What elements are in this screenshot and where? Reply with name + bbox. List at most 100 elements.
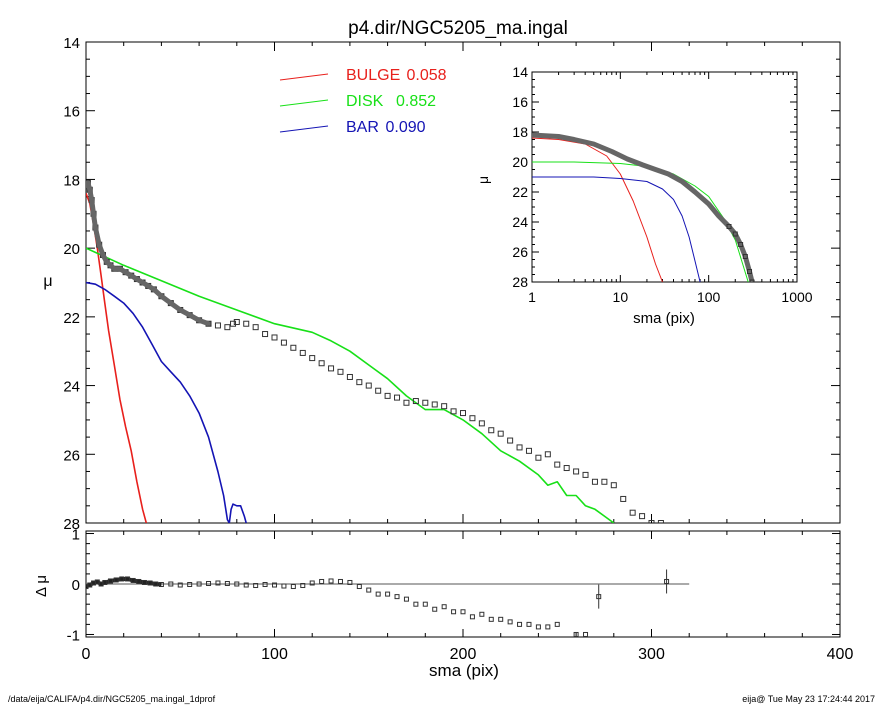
- residual-point: [153, 581, 159, 587]
- inset-x-tick-label: 10: [613, 289, 629, 305]
- data-point: [460, 410, 466, 417]
- inset-y-axis-label: μ: [475, 176, 491, 184]
- data-point: [394, 394, 401, 401]
- legend-label-bulge: BULGE: [346, 67, 400, 84]
- main-data-layer: [86, 179, 664, 523]
- x-axis-label: sma (pix): [429, 661, 499, 680]
- residual-point: [583, 631, 589, 637]
- data-point: [262, 331, 269, 338]
- residual-point: [262, 582, 268, 588]
- data-point: [657, 520, 664, 523]
- inset-data-band: [532, 132, 755, 282]
- legend-swatch-disk: [279, 99, 329, 107]
- inset-data-point: [732, 231, 738, 237]
- legend-value-bar: 0.090: [386, 119, 426, 136]
- residual-point: [356, 584, 362, 590]
- data-point: [582, 471, 589, 478]
- data-point: [375, 387, 382, 394]
- data-point: [318, 360, 325, 367]
- inset-y-tick-label: 20: [512, 154, 528, 170]
- main-y-tick-labels: 14 16 18 20 22 24 26 28: [63, 35, 80, 533]
- x-tick-label: 300: [638, 646, 665, 663]
- residual-point: [234, 581, 240, 587]
- residual-point: [422, 601, 428, 607]
- legend-label-disk: DISK: [346, 93, 384, 110]
- x-tick-label: 400: [827, 646, 854, 663]
- series-line-disk: [86, 247, 615, 523]
- residual-point: [158, 582, 164, 588]
- residual-point: [664, 578, 670, 584]
- resid-y-tick-label: -1: [67, 627, 80, 644]
- residual-point: [253, 583, 259, 589]
- x-tick-label: 200: [450, 646, 477, 663]
- inset-y-tick-label: 24: [512, 214, 528, 230]
- legend-label-bar: BAR: [346, 119, 379, 136]
- data-point: [346, 373, 353, 380]
- inset-y-tick-label: 28: [512, 274, 528, 290]
- main-y-tick-label: 24: [63, 379, 80, 396]
- main-y-tick-label: 22: [63, 310, 80, 327]
- residual-point: [300, 583, 306, 589]
- residual-point: [102, 579, 108, 585]
- residual-point: [224, 580, 230, 586]
- data-point: [441, 403, 448, 410]
- data-point: [610, 482, 617, 489]
- footer-timestamp: eija@ Tue May 23 17:24:44 2017: [742, 694, 875, 704]
- data-point: [516, 444, 523, 451]
- legend-value-bulge: 0.058: [407, 67, 447, 84]
- inset-data-point: [742, 254, 748, 259]
- data-point: [356, 379, 363, 386]
- data-point: [384, 392, 391, 399]
- residual-point: [319, 578, 325, 584]
- data-point: [422, 399, 429, 406]
- residual-point: [196, 581, 202, 587]
- data-point: [648, 520, 655, 523]
- residual-point: [243, 582, 249, 588]
- residual-point: [215, 580, 221, 586]
- residual-point: [337, 578, 343, 584]
- residual-point: [130, 577, 136, 583]
- residual-point: [517, 621, 523, 627]
- inset-data-point: [747, 269, 753, 274]
- residual-point: [119, 576, 125, 582]
- inset-data-layer: [532, 132, 755, 282]
- data-point: [507, 437, 514, 444]
- residual-point: [385, 591, 391, 597]
- residual-point: [394, 594, 400, 600]
- residual-point: [272, 582, 277, 588]
- residual-y-tick-labels: 1 0 -1: [67, 527, 80, 645]
- footer-file-path: /data/eija/CALIFA/p4.dir/NGC5205_ma.inga…: [8, 694, 216, 704]
- residual-point: [498, 616, 504, 622]
- data-point: [243, 320, 250, 327]
- data-point: [337, 368, 344, 375]
- inset-x-tick-label: 1: [528, 289, 536, 305]
- data-point: [431, 401, 438, 408]
- main-y-tick-label: 16: [63, 104, 80, 121]
- main-y-tick-label: 28: [63, 516, 80, 533]
- residual-point: [366, 587, 372, 593]
- residual-point: [479, 611, 485, 617]
- inset-x-tick-label: 1000: [781, 289, 812, 305]
- legend-swatch-bar: [279, 125, 329, 133]
- inset-y-tick-label: 22: [512, 184, 528, 200]
- residual-point: [290, 584, 296, 590]
- residual-point: [526, 621, 532, 627]
- series-line-bar: [86, 281, 247, 523]
- data-point: [563, 465, 570, 472]
- residual-point: [403, 596, 409, 602]
- residual-point: [309, 580, 315, 586]
- inset-panel: 14 16 18 20 22 24 26 28 1 10 100 1000 sma (pix) μ: [475, 64, 813, 327]
- legend-value-disk: 0.852: [396, 93, 436, 110]
- residual-point: [347, 579, 353, 585]
- residual-point: [413, 601, 419, 607]
- data-dense-band: [86, 180, 210, 327]
- legend: BULGE 0.058 DISK 0.852 BAR 0.090: [279, 67, 447, 136]
- data-point: [403, 399, 410, 406]
- main-y-tick-label: 20: [63, 241, 80, 258]
- data-point: [601, 478, 608, 485]
- residual-point: [441, 604, 447, 610]
- residual-point: [545, 624, 551, 630]
- residual-point: [108, 578, 114, 584]
- series-line-bulge: [86, 192, 148, 523]
